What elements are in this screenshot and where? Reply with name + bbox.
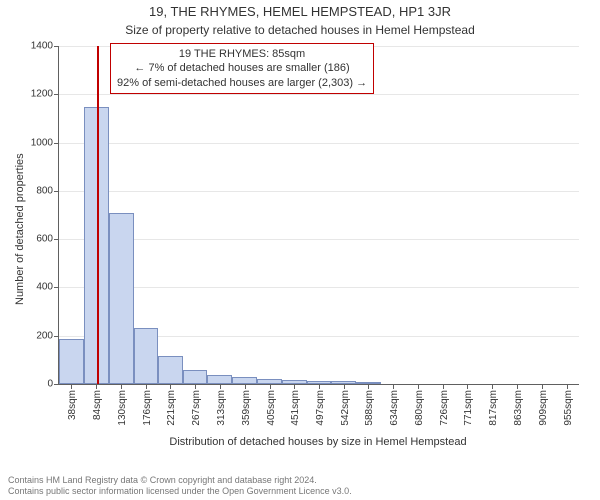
x-tick-label: 588sqm bbox=[364, 390, 375, 426]
grid-line bbox=[59, 239, 579, 240]
x-tick-label: 267sqm bbox=[191, 390, 202, 426]
footer-line: Contains HM Land Registry data © Crown c… bbox=[8, 475, 352, 487]
x-tick-label: 771sqm bbox=[463, 390, 474, 426]
x-tick-mark bbox=[567, 384, 568, 389]
marker-line bbox=[97, 46, 99, 384]
x-tick-mark bbox=[121, 384, 122, 389]
x-tick-mark bbox=[492, 384, 493, 389]
chart-container: 19, THE RHYMES, HEMEL HEMPSTEAD, HP1 3JR… bbox=[0, 0, 600, 500]
x-tick-mark bbox=[220, 384, 221, 389]
x-tick-label: 680sqm bbox=[414, 390, 425, 426]
y-tick-label: 0 bbox=[13, 379, 59, 390]
histogram-bar bbox=[207, 375, 232, 384]
x-tick-label: 221sqm bbox=[166, 390, 177, 426]
histogram-bar bbox=[59, 339, 84, 384]
x-tick-label: 542sqm bbox=[340, 390, 351, 426]
x-tick-label: 38sqm bbox=[67, 390, 78, 420]
x-tick-label: 451sqm bbox=[290, 390, 301, 426]
x-tick-label: 313sqm bbox=[216, 390, 227, 426]
y-tick-label: 200 bbox=[13, 330, 59, 341]
x-tick-label: 863sqm bbox=[513, 390, 524, 426]
page-title: 19, THE RHYMES, HEMEL HEMPSTEAD, HP1 3JR bbox=[0, 0, 600, 21]
chart-subtitle: Size of property relative to detached ho… bbox=[0, 21, 600, 37]
x-tick-mark bbox=[319, 384, 320, 389]
annotation-line: 19 THE RHYMES: 85sqm bbox=[117, 47, 367, 61]
x-tick-mark bbox=[368, 384, 369, 389]
x-tick-label: 726sqm bbox=[439, 390, 450, 426]
annotation-line: ← 7% of detached houses are smaller (186… bbox=[117, 61, 367, 75]
x-tick-label: 909sqm bbox=[538, 390, 549, 426]
x-tick-mark bbox=[195, 384, 196, 389]
plot-region: 020040060080010001200140038sqm84sqm130sq… bbox=[58, 46, 579, 385]
x-tick-label: 955sqm bbox=[563, 390, 574, 426]
x-tick-mark bbox=[270, 384, 271, 389]
histogram-bar bbox=[109, 213, 134, 384]
x-tick-mark bbox=[443, 384, 444, 389]
histogram-bar bbox=[183, 370, 208, 384]
x-tick-mark bbox=[344, 384, 345, 389]
footer-line: Contains public sector information licen… bbox=[8, 486, 352, 498]
x-tick-mark bbox=[542, 384, 543, 389]
x-tick-mark bbox=[146, 384, 147, 389]
x-tick-label: 176sqm bbox=[142, 390, 153, 426]
chart-area: 020040060080010001200140038sqm84sqm130sq… bbox=[58, 46, 578, 384]
x-axis-label: Distribution of detached houses by size … bbox=[58, 436, 578, 448]
histogram-bar bbox=[232, 377, 257, 384]
x-tick-mark bbox=[96, 384, 97, 389]
x-tick-label: 497sqm bbox=[315, 390, 326, 426]
x-tick-mark bbox=[294, 384, 295, 389]
x-tick-label: 130sqm bbox=[117, 390, 128, 426]
x-tick-mark bbox=[170, 384, 171, 389]
x-tick-label: 817sqm bbox=[488, 390, 499, 426]
annotation-line: 92% of semi-detached houses are larger (… bbox=[117, 76, 367, 90]
x-tick-mark bbox=[393, 384, 394, 389]
grid-line bbox=[59, 94, 579, 95]
y-axis-label: Number of detached properties bbox=[14, 153, 26, 305]
x-tick-label: 634sqm bbox=[389, 390, 400, 426]
grid-line bbox=[59, 143, 579, 144]
y-tick-label: 1400 bbox=[13, 41, 59, 52]
x-tick-mark bbox=[245, 384, 246, 389]
grid-line bbox=[59, 287, 579, 288]
footer: Contains HM Land Registry data © Crown c… bbox=[8, 475, 352, 498]
x-tick-label: 84sqm bbox=[92, 390, 103, 420]
x-tick-label: 359sqm bbox=[241, 390, 252, 426]
x-tick-label: 405sqm bbox=[266, 390, 277, 426]
y-tick-label: 1200 bbox=[13, 89, 59, 100]
histogram-bar bbox=[158, 356, 183, 384]
grid-line bbox=[59, 191, 579, 192]
x-tick-mark bbox=[517, 384, 518, 389]
x-tick-mark bbox=[467, 384, 468, 389]
x-tick-mark bbox=[71, 384, 72, 389]
y-tick-label: 1000 bbox=[13, 137, 59, 148]
x-tick-mark bbox=[418, 384, 419, 389]
histogram-bar bbox=[134, 328, 158, 384]
annotation-box: 19 THE RHYMES: 85sqm ← 7% of detached ho… bbox=[110, 43, 374, 94]
